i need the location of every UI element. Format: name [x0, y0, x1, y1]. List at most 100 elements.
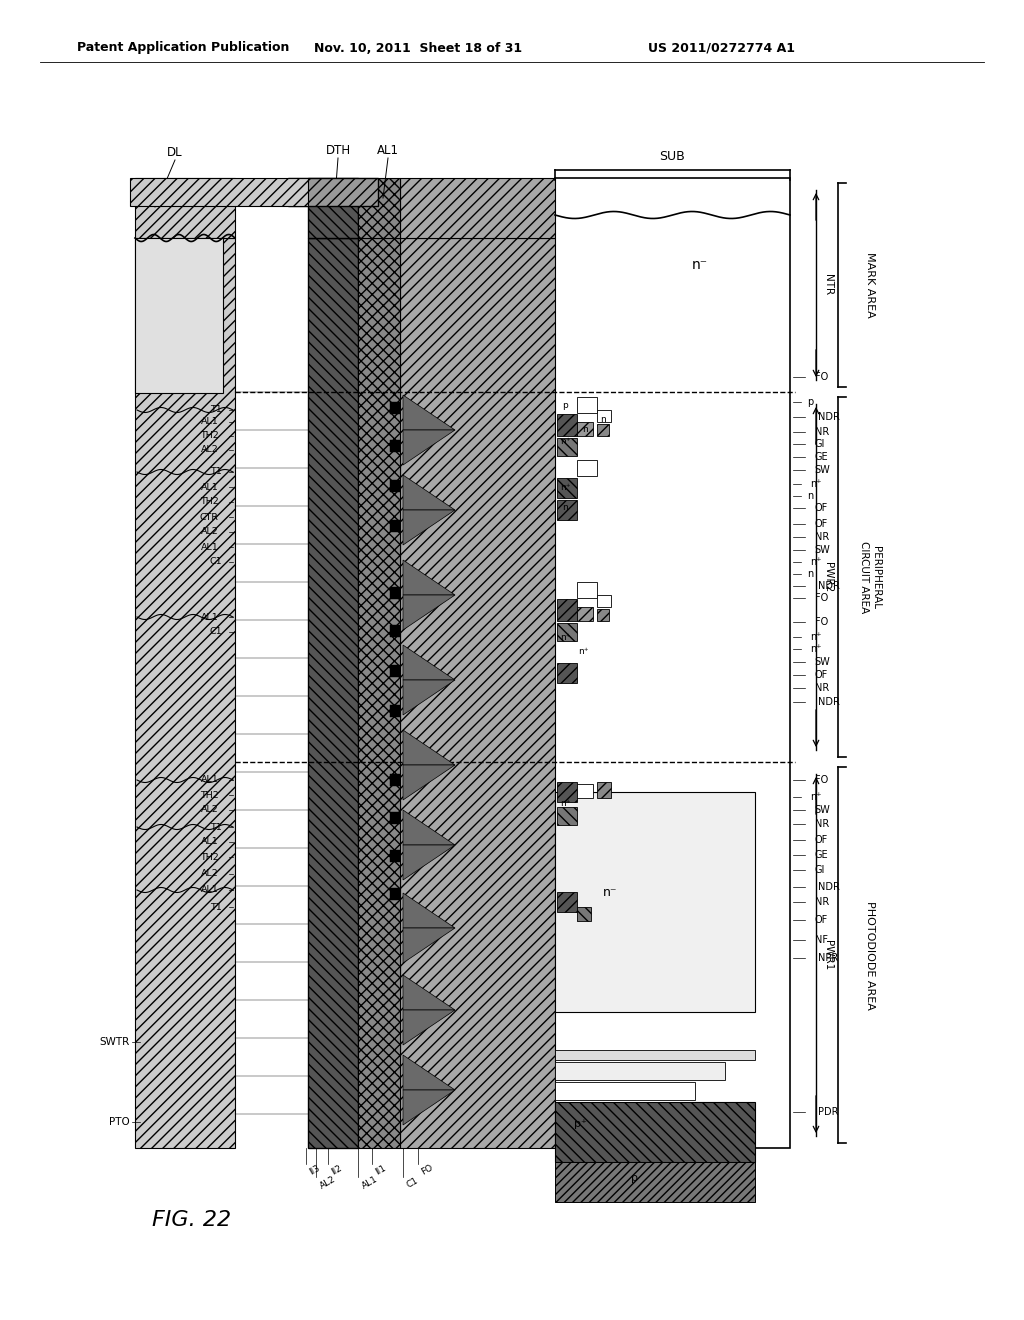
Text: C1: C1	[209, 627, 222, 636]
Text: T1: T1	[210, 903, 222, 912]
Text: OF: OF	[815, 519, 827, 529]
Text: GI: GI	[815, 865, 825, 875]
Text: AL1: AL1	[377, 144, 399, 157]
Text: AL1: AL1	[201, 886, 218, 895]
Bar	[390, 440, 400, 451]
Text: II1: II1	[374, 1163, 388, 1176]
Polygon shape	[403, 1055, 455, 1090]
Bar	[390, 850, 400, 862]
Text: CTR: CTR	[200, 512, 218, 521]
Text: PDR: PDR	[818, 1107, 839, 1117]
Text: FO: FO	[420, 1163, 435, 1177]
Polygon shape	[403, 595, 455, 630]
Bar	[577, 784, 593, 799]
Text: p: p	[807, 397, 813, 407]
Text: n⁺: n⁺	[811, 557, 822, 568]
Bar	[557, 414, 577, 436]
Bar	[555, 1063, 725, 1080]
Bar	[390, 774, 400, 785]
Text: Nov. 10, 2011  Sheet 18 of 31: Nov. 10, 2011 Sheet 18 of 31	[314, 41, 522, 54]
Bar	[557, 438, 577, 455]
Text: NTR: NTR	[823, 275, 833, 296]
Bar	[390, 888, 400, 900]
Polygon shape	[403, 766, 455, 800]
Text: AL2: AL2	[201, 528, 218, 536]
Text: n: n	[562, 503, 568, 511]
Text: AL1: AL1	[201, 417, 218, 426]
Text: PWR2: PWR2	[823, 562, 833, 593]
Text: AL2: AL2	[318, 1175, 337, 1191]
Polygon shape	[403, 645, 455, 680]
Text: TH2: TH2	[200, 432, 218, 441]
Bar	[358, 178, 400, 238]
Bar	[597, 781, 611, 799]
Text: AL1: AL1	[201, 837, 218, 846]
Bar	[135, 178, 234, 238]
Bar	[557, 500, 577, 520]
Bar	[555, 792, 755, 1012]
Text: n⁻: n⁻	[603, 886, 617, 899]
Polygon shape	[403, 1090, 455, 1125]
Text: PTO: PTO	[110, 1117, 130, 1127]
Text: n⁺: n⁺	[560, 800, 570, 808]
Text: AL2: AL2	[201, 870, 218, 879]
Text: FO: FO	[815, 593, 827, 603]
Text: PHOTODIODE AREA: PHOTODIODE AREA	[865, 900, 874, 1010]
Text: C1: C1	[209, 557, 222, 566]
Bar	[557, 478, 577, 498]
Text: TH2: TH2	[200, 853, 218, 862]
Bar	[577, 607, 593, 620]
Text: n⁺: n⁺	[560, 437, 570, 446]
Bar	[557, 663, 577, 682]
Text: AL1: AL1	[201, 612, 218, 622]
Text: OF: OF	[815, 915, 827, 925]
Text: n: n	[807, 491, 813, 502]
Text: T1: T1	[210, 405, 222, 414]
Text: DTH: DTH	[326, 144, 350, 157]
Text: SUB: SUB	[659, 149, 685, 162]
Bar	[135, 238, 234, 1148]
Bar	[390, 624, 400, 638]
Text: OF: OF	[815, 836, 827, 845]
Bar	[390, 480, 400, 492]
Bar	[557, 781, 577, 803]
Text: T1: T1	[210, 822, 222, 832]
Bar	[130, 178, 308, 206]
Text: II3: II3	[308, 1163, 322, 1176]
Text: NDR: NDR	[818, 412, 841, 422]
Text: TH2: TH2	[200, 791, 218, 800]
Bar	[390, 812, 400, 824]
Polygon shape	[403, 810, 455, 845]
Text: FO: FO	[815, 372, 827, 381]
Polygon shape	[403, 395, 455, 430]
Polygon shape	[403, 845, 455, 880]
Text: SW: SW	[815, 465, 830, 475]
Bar	[577, 422, 593, 436]
Text: NDR: NDR	[818, 581, 841, 591]
Text: NR: NR	[815, 898, 828, 907]
Text: n⁺: n⁺	[560, 632, 570, 642]
Bar	[135, 238, 223, 393]
Bar	[597, 595, 611, 607]
Text: AL1: AL1	[201, 776, 218, 784]
Bar	[400, 238, 555, 1148]
Bar	[390, 403, 400, 414]
Text: SW: SW	[815, 545, 830, 554]
Text: II2: II2	[330, 1163, 344, 1176]
Bar	[308, 238, 358, 1148]
Text: SW: SW	[815, 657, 830, 667]
Text: GE: GE	[815, 850, 828, 861]
Bar	[577, 907, 591, 921]
Polygon shape	[403, 1010, 455, 1045]
Bar	[308, 178, 358, 238]
Text: US 2011/0272774 A1: US 2011/0272774 A1	[648, 41, 795, 54]
Text: p⁺: p⁺	[573, 1119, 587, 1129]
Text: PERIPHERAL
CIRCUIT AREA: PERIPHERAL CIRCUIT AREA	[859, 541, 881, 612]
Bar	[555, 1082, 695, 1100]
Bar	[577, 459, 597, 477]
Text: AL2: AL2	[201, 446, 218, 454]
Text: SWTR: SWTR	[99, 1038, 130, 1047]
Bar	[557, 623, 577, 642]
Text: NDR: NDR	[818, 882, 841, 892]
Bar	[555, 178, 790, 1148]
